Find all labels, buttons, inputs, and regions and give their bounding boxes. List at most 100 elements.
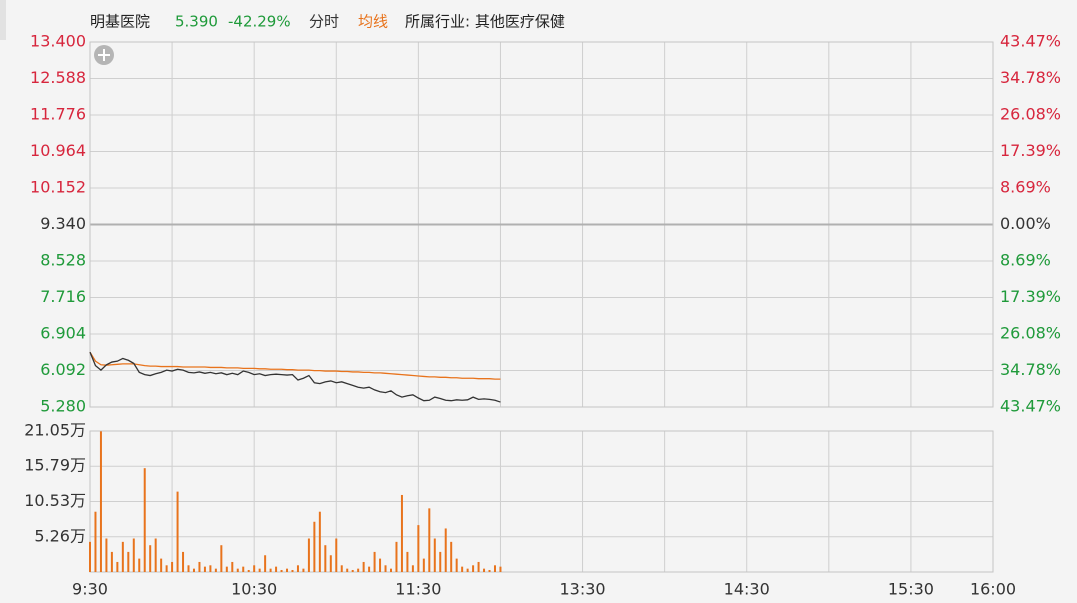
y-tick-label: 12.588 bbox=[30, 68, 86, 87]
side-strip bbox=[0, 0, 6, 40]
volume-bar bbox=[105, 538, 108, 572]
x-tick-label: 10:30 bbox=[231, 580, 277, 599]
volume-bar bbox=[127, 551, 130, 572]
y-tick-label: 6.904 bbox=[40, 324, 86, 343]
volume-bar bbox=[138, 558, 141, 572]
volume-tick-label: 21.05万 bbox=[24, 421, 86, 440]
volume-bar bbox=[275, 566, 278, 572]
zoom-button[interactable] bbox=[94, 45, 114, 65]
volume-bar bbox=[307, 538, 310, 572]
volume-bar bbox=[466, 568, 469, 572]
volume-bar bbox=[192, 568, 195, 572]
volume-bar bbox=[165, 565, 168, 572]
volume-bar bbox=[390, 568, 392, 572]
volume-bar bbox=[176, 491, 179, 572]
volume-bar bbox=[379, 558, 382, 572]
volume-bar bbox=[477, 561, 480, 572]
volume-bar bbox=[493, 565, 496, 572]
volume-bar bbox=[406, 551, 409, 572]
mode-tab[interactable]: 分时 bbox=[309, 13, 339, 31]
volume-bar bbox=[411, 565, 414, 572]
volume-bar bbox=[99, 431, 102, 572]
y-tick-label: 11.776 bbox=[30, 105, 86, 124]
volume-bar bbox=[160, 558, 163, 572]
y-tick-label: 13.400 bbox=[30, 32, 86, 51]
volume-tick-label: 10.53万 bbox=[24, 491, 86, 510]
y-tick-label: 10.152 bbox=[30, 178, 86, 197]
volume-bar bbox=[444, 528, 447, 572]
volume-bar bbox=[362, 561, 365, 572]
volume-bar bbox=[428, 508, 431, 572]
volume-bar bbox=[324, 545, 327, 572]
volume-bar bbox=[455, 558, 458, 572]
volume-bar bbox=[483, 568, 486, 572]
volume-bar bbox=[368, 566, 371, 572]
stock-change: -42.29% bbox=[228, 13, 291, 31]
volume-bar bbox=[286, 568, 289, 572]
volume-bar bbox=[351, 569, 354, 572]
industry: 所属行业: 其他医疗保健 bbox=[405, 13, 565, 31]
volume-bar bbox=[253, 565, 256, 572]
price-line bbox=[89, 351, 501, 403]
volume-bar bbox=[439, 551, 442, 572]
volume-bar bbox=[346, 568, 349, 572]
volume-bar bbox=[357, 568, 360, 572]
volume-tick-label: 5.26万 bbox=[34, 526, 86, 545]
y2-tick-label: 43.47% bbox=[1000, 397, 1061, 416]
volume-bar bbox=[302, 568, 305, 572]
volume-bar bbox=[242, 566, 245, 572]
volume-bar bbox=[143, 468, 146, 572]
y2-tick-label: 34.78% bbox=[1000, 360, 1061, 379]
volume-bar bbox=[488, 569, 491, 572]
y-tick-label: 8.528 bbox=[40, 251, 86, 270]
volume-bar bbox=[214, 568, 217, 572]
y2-tick-label: 8.69% bbox=[1000, 250, 1051, 269]
x-tick-label: 11:30 bbox=[395, 580, 441, 599]
volume-bar bbox=[187, 565, 190, 572]
stock-name: 明基医院 bbox=[90, 13, 150, 31]
y-tick-label: 7.716 bbox=[40, 287, 86, 306]
y2-tick-label: 17.39% bbox=[1000, 141, 1061, 160]
volume-bar bbox=[94, 511, 97, 572]
volume-bar bbox=[220, 545, 223, 572]
volume-bar bbox=[203, 566, 206, 572]
volume-bar bbox=[472, 565, 475, 572]
volume-bar bbox=[121, 541, 124, 572]
x-tick-label: 14:30 bbox=[724, 580, 770, 599]
volume-bar bbox=[236, 568, 239, 572]
volume-bar bbox=[209, 565, 212, 572]
avg-label[interactable]: 均线 bbox=[358, 13, 388, 31]
volume-bar bbox=[329, 555, 332, 572]
volume-bar bbox=[318, 511, 321, 572]
volume-bar bbox=[499, 566, 502, 572]
x-tick-label: 16:00 bbox=[970, 580, 1016, 599]
volume-bar bbox=[335, 538, 338, 572]
volume-bar bbox=[433, 538, 436, 572]
y-tick-label: 5.280 bbox=[40, 397, 86, 416]
stock-price: 5.390 bbox=[175, 13, 218, 31]
volume-bar bbox=[296, 565, 299, 572]
volume-bar bbox=[422, 558, 425, 572]
volume-bar bbox=[461, 566, 464, 572]
y2-tick-label: 17.39% bbox=[1000, 287, 1061, 306]
volume-bar bbox=[149, 545, 152, 572]
y2-tick-label: 8.69% bbox=[1000, 178, 1051, 197]
y2-tick-label: 26.08% bbox=[1000, 323, 1061, 342]
y-tick-label: 9.340 bbox=[40, 214, 86, 233]
x-tick-label: 15:30 bbox=[888, 580, 934, 599]
volume-bar bbox=[116, 561, 119, 572]
volume-bar bbox=[198, 561, 201, 572]
volume-bar bbox=[258, 568, 261, 572]
volume-bar bbox=[395, 541, 398, 572]
volume-frame bbox=[89, 430, 994, 573]
volume-bar bbox=[225, 566, 228, 572]
volume-bar bbox=[313, 521, 316, 572]
volume-bar bbox=[171, 561, 174, 572]
volume-bar bbox=[280, 569, 283, 572]
volume-bar bbox=[231, 561, 234, 572]
volume-tick-label: 15.79万 bbox=[24, 456, 86, 475]
x-tick-label: 13:30 bbox=[559, 580, 605, 599]
